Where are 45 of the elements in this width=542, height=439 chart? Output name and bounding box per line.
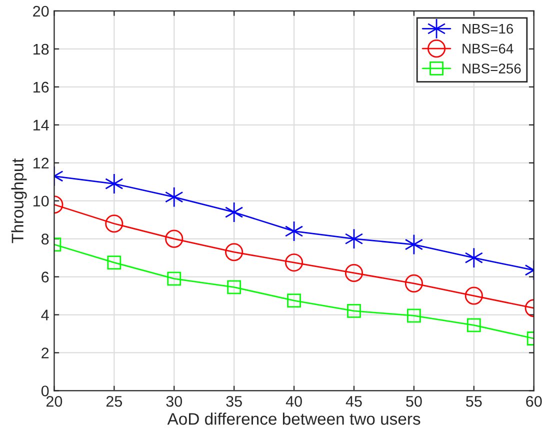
y-tick-label: 8 [42,234,49,244]
point [167,272,182,286]
y-tick-label: 2 [42,348,49,358]
x-tick-label: 30 [166,396,182,407]
x-tick-label: 25 [106,396,122,407]
point [404,274,423,292]
x-tick-label: 60 [526,396,542,407]
y-tick-label: 16 [34,82,49,93]
y-tick-label: 6 [42,272,49,282]
y-tick-label: 14 [34,120,49,130]
point [224,202,244,223]
point [464,247,484,268]
legend-label: NBS=16 [462,24,514,34]
point [344,228,364,250]
point [464,286,483,305]
point [284,220,304,242]
point [466,318,481,332]
point [407,308,421,323]
point [347,304,361,318]
y-tick-label: 20 [33,6,49,17]
y-axis-title: Throughput [11,158,27,244]
x-axis-title: AoD difference between two users [167,412,420,425]
x-tick-label: 50 [406,396,422,407]
point [105,173,124,194]
y-tick-label: 18 [34,44,49,55]
point [227,280,242,294]
x-tick-label: 40 [286,396,302,407]
legend-label: NBS=256 [462,64,521,74]
point [404,234,424,255]
y-tick-label: 0 [41,386,49,396]
y-tick-label: 12 [34,158,49,168]
point [105,214,124,233]
legend-label: NBS=64 [462,44,514,54]
point [287,294,301,308]
y-tick-label: 10 [34,196,49,207]
point [344,264,364,282]
point [285,254,304,272]
y-tick-label: 4 [41,310,49,320]
x-tick-label: 45 [346,396,362,407]
x-tick-label: 35 [226,396,242,407]
point [165,230,184,248]
x-tick-label: 55 [466,396,482,407]
point [225,243,244,262]
point [165,186,184,208]
point [107,256,122,270]
